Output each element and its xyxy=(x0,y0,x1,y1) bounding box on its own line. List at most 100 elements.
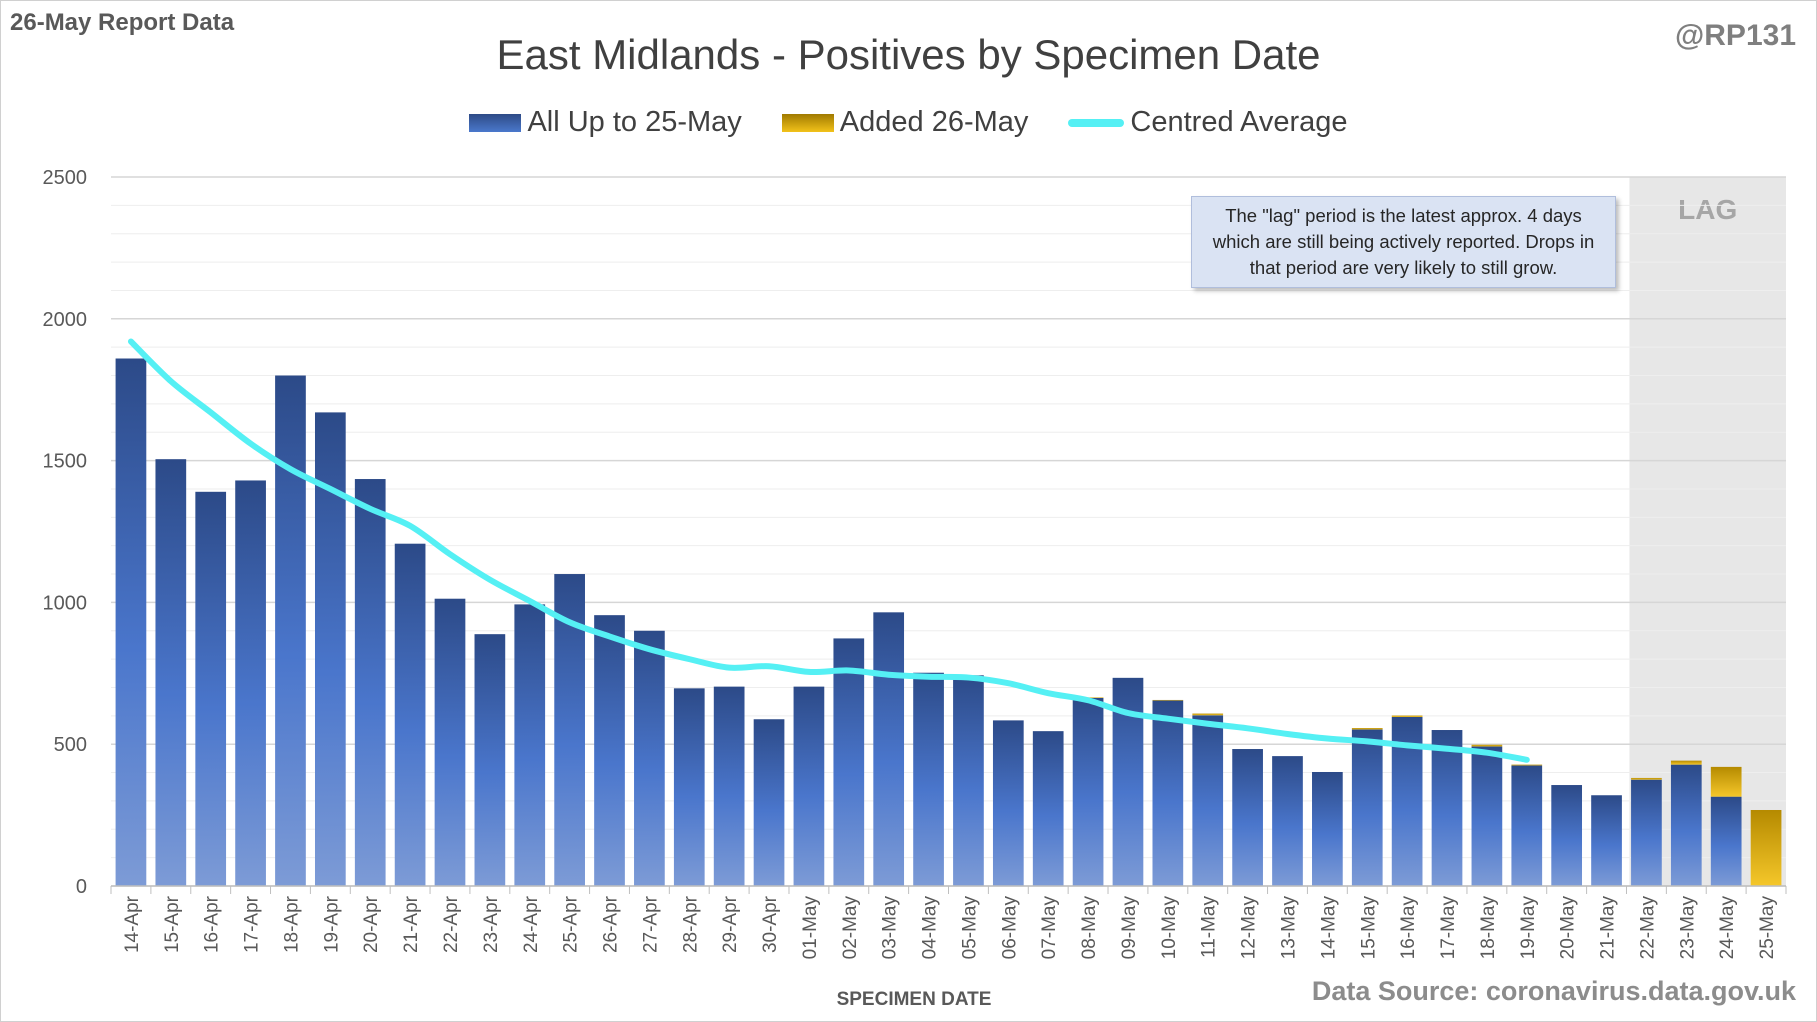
x-tick-label: 20-May xyxy=(1558,896,1579,960)
bar-all-up-to-23-Apr xyxy=(474,634,506,886)
bar-all-up-to-18-Apr xyxy=(275,375,306,886)
legend-item-centred-average: Centred Average xyxy=(1068,106,1348,139)
bar-all-up-to-11-May xyxy=(1192,715,1224,886)
x-tick-label: 06-May xyxy=(999,896,1020,960)
data-source: Data Source: coronavirus.data.gov.uk xyxy=(1311,976,1796,1006)
bar-all-up-to-17-May xyxy=(1431,730,1463,886)
x-tick-label: 23-Apr xyxy=(481,895,502,953)
y-tick-label: 1000 xyxy=(43,592,88,614)
x-tick-label: 21-Apr xyxy=(401,895,422,953)
x-tick-label: 09-May xyxy=(1119,896,1140,960)
bar-all-up-to-26-Apr xyxy=(594,615,625,886)
x-tick-label: 28-Apr xyxy=(680,895,701,953)
bar-all-up-to-29-Apr xyxy=(713,686,745,886)
lag-shaded-region xyxy=(1629,177,1786,886)
bar-added-19-May xyxy=(1511,764,1543,766)
x-tick-label: 17-May xyxy=(1438,896,1459,960)
bar-all-up-to-16-Apr xyxy=(195,491,227,886)
x-tick-label: 22-May xyxy=(1637,896,1658,960)
x-tick-label: 25-Apr xyxy=(561,895,582,953)
bar-added-15-May xyxy=(1351,728,1383,730)
bar-added-10-May xyxy=(1152,699,1184,701)
x-tick-label: 19-Apr xyxy=(321,895,342,953)
x-tick-label: 13-May xyxy=(1278,896,1299,960)
x-tick-label: 20-Apr xyxy=(361,895,382,953)
x-tick-label: 23-May xyxy=(1677,896,1698,960)
bar-all-up-to-22-May xyxy=(1631,779,1662,886)
x-tick-label: 18-Apr xyxy=(281,895,302,953)
bar-all-up-to-28-Apr xyxy=(673,688,705,886)
legend-label: Added 26-May xyxy=(839,106,1029,138)
bar-all-up-to-03-May xyxy=(873,612,905,886)
bar-all-up-to-22-Apr xyxy=(434,598,466,886)
bar-all-up-to-21-May xyxy=(1591,795,1622,886)
x-tick-label: 12-May xyxy=(1239,896,1260,960)
lag-label: LAG xyxy=(1678,194,1737,225)
bar-all-up-to-06-May xyxy=(992,720,1024,886)
x-tick-label: 25-May xyxy=(1757,896,1778,960)
x-tick-label: 05-May xyxy=(959,896,980,960)
x-tick-label: 08-May xyxy=(1079,896,1100,960)
bar-all-up-to-02-May xyxy=(833,638,865,886)
bar-all-up-to-24-May xyxy=(1710,796,1742,886)
bar-all-up-to-20-May xyxy=(1551,785,1583,886)
bar-all-up-to-30-Apr xyxy=(753,719,785,886)
bar-all-up-to-14-May xyxy=(1312,771,1343,886)
x-tick-label: 24-Apr xyxy=(521,895,542,953)
y-tick-label: 500 xyxy=(54,734,87,756)
bar-all-up-to-23-May xyxy=(1670,764,1702,886)
centred-average-line xyxy=(127,338,1530,763)
x-tick-label: 27-Apr xyxy=(640,895,661,953)
bar-added-22-May xyxy=(1631,777,1662,780)
x-tick-label: 19-May xyxy=(1518,896,1539,960)
bar-all-up-to-17-Apr xyxy=(235,480,266,886)
y-tick-label: 2000 xyxy=(43,309,88,331)
lag-annotation: The "lag" period is the latest approx. 4… xyxy=(1191,196,1616,288)
bar-all-up-to-15-May xyxy=(1351,729,1383,886)
legend-swatch-blue xyxy=(469,113,522,132)
bar-all-up-to-14-Apr xyxy=(115,358,147,886)
bar-all-up-to-27-Apr xyxy=(634,630,665,886)
bar-all-up-to-24-Apr xyxy=(514,604,546,886)
author-handle: @RP131 xyxy=(1675,19,1796,52)
legend-item-all-up-to: All Up to 25-May xyxy=(469,106,742,139)
x-tick-label: 02-May xyxy=(840,896,861,960)
x-tick-label: 07-May xyxy=(1039,896,1060,960)
chart-legend: All Up to 25-May Added 26-May Centred Av… xyxy=(1,106,1816,139)
bar-all-up-to-13-May xyxy=(1272,756,1303,886)
x-tick-label: 30-Apr xyxy=(760,895,781,953)
x-tick-label: 04-May xyxy=(920,896,941,960)
x-tick-label: 03-May xyxy=(880,896,901,960)
x-tick-label: 21-May xyxy=(1598,896,1619,960)
bar-all-up-to-08-May xyxy=(1072,697,1104,886)
bar-added-18-May xyxy=(1471,744,1503,747)
legend-swatch-gold xyxy=(781,113,834,132)
bar-all-up-to-12-May xyxy=(1232,749,1263,886)
x-tick-label: 16-May xyxy=(1398,896,1419,960)
x-tick-label: 15-Apr xyxy=(162,895,183,953)
bar-all-up-to-07-May xyxy=(1032,731,1064,886)
legend-label: Centred Average xyxy=(1130,106,1348,138)
bar-all-up-to-01-May xyxy=(793,686,825,886)
report-date-label: 26-May Report Data xyxy=(10,9,235,36)
legend-item-added: Added 26-May xyxy=(781,106,1029,139)
bar-all-up-to-21-Apr xyxy=(394,543,426,886)
bar-added-23-May xyxy=(1670,760,1702,765)
bar-all-up-to-18-May xyxy=(1471,746,1503,886)
x-tick-label: 14-Apr xyxy=(122,895,143,953)
x-tick-label: 18-May xyxy=(1478,896,1499,960)
x-tick-label: 17-Apr xyxy=(242,895,263,953)
bar-added-25-May xyxy=(1750,809,1782,886)
legend-label: All Up to 25-May xyxy=(527,106,742,138)
bar-all-up-to-10-May xyxy=(1152,700,1184,886)
bar-all-up-to-19-May xyxy=(1511,765,1543,886)
bar-all-up-to-04-May xyxy=(913,672,944,886)
chart-title: East Midlands - Positives by Specimen Da… xyxy=(496,31,1321,78)
y-tick-label: 0 xyxy=(76,876,87,898)
bar-added-24-May xyxy=(1710,766,1742,797)
bar-all-up-to-20-Apr xyxy=(354,479,386,886)
x-tick-label: 26-Apr xyxy=(601,895,622,953)
bar-added-16-May xyxy=(1391,715,1423,717)
